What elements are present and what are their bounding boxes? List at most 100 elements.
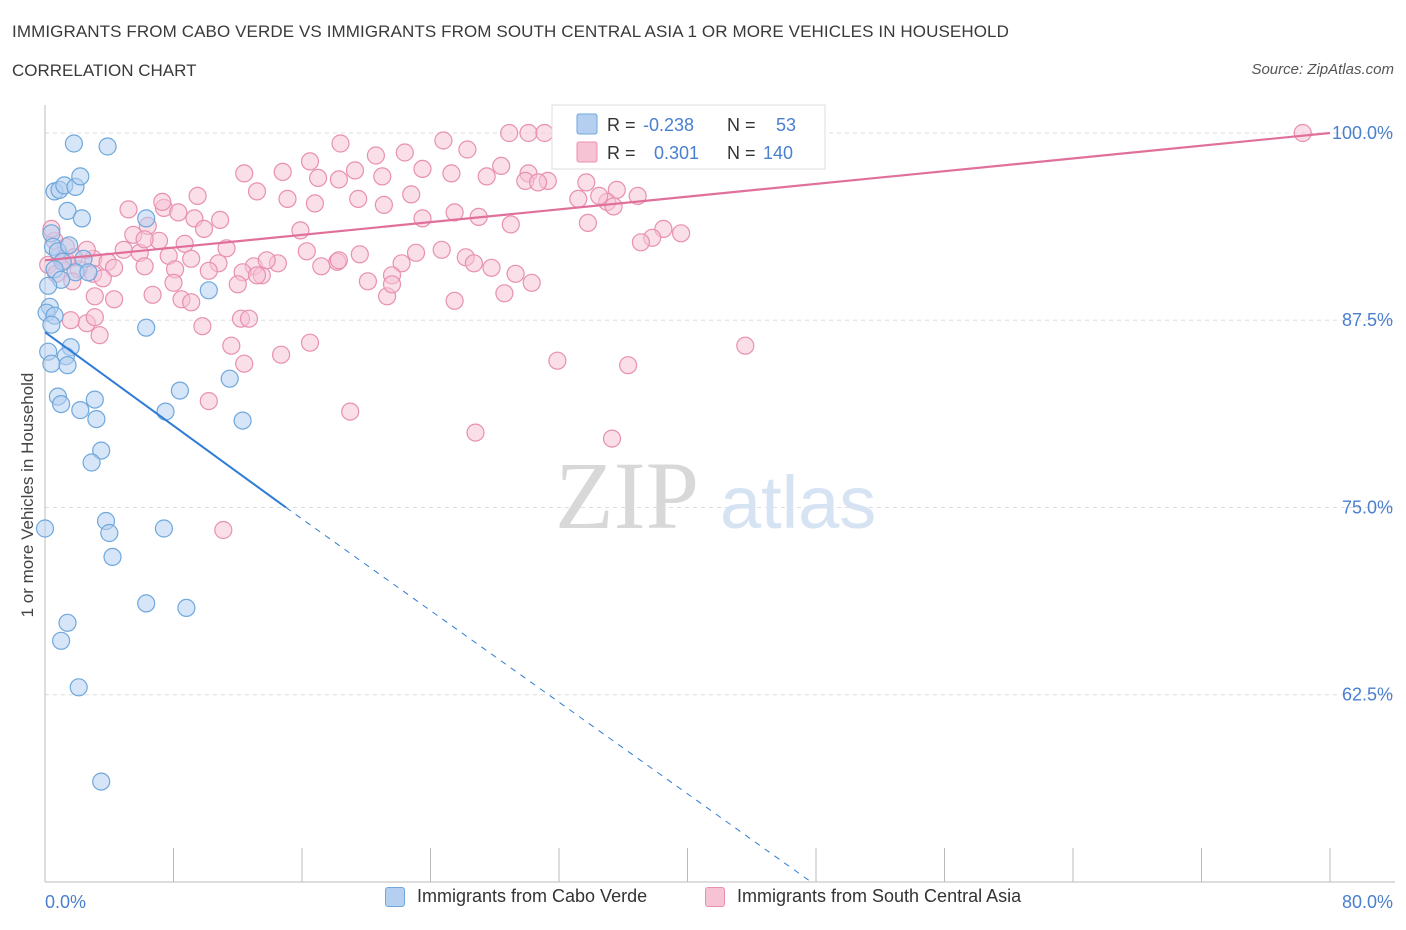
data-point-south-central-asia (331, 134, 350, 153)
y-tick-label: 100.0% (1332, 123, 1393, 143)
data-point-cabo-verde (85, 390, 104, 409)
data-point-cabo-verde (51, 631, 71, 650)
series-cabo-verde-points (35, 134, 252, 791)
trend-lines (44, 131, 1331, 883)
data-point-south-central-asia (477, 167, 496, 186)
data-point-cabo-verde (92, 441, 111, 460)
data-point-south-central-asia (199, 261, 218, 280)
y-tick-label: 87.5% (1342, 310, 1393, 330)
data-point-cabo-verde (103, 547, 122, 567)
data-point-south-central-asia (188, 186, 207, 205)
data-point-cabo-verde (137, 594, 156, 613)
data-point-cabo-verde (82, 453, 101, 472)
data-point-south-central-asia (631, 233, 651, 252)
data-point-cabo-verde (98, 137, 117, 156)
legend-swatch-blue (385, 886, 405, 907)
legend-item-cabo-verde[interactable]: Immigrants from Cabo Verde (385, 886, 647, 907)
data-point-south-central-asia (548, 351, 567, 370)
chart-title: IMMIGRANTS FROM CABO VERDE VS IMMIGRANTS… (12, 22, 1009, 41)
trend-line-south-central-asia (44, 131, 1331, 262)
data-point-cabo-verde (51, 395, 71, 414)
data-point-south-central-asia (522, 273, 541, 292)
chart-subtitle: CORRELATION CHART (12, 61, 197, 80)
data-point-cabo-verde (42, 315, 61, 334)
data-point-cabo-verde (58, 613, 77, 632)
data-point-south-central-asia (278, 189, 297, 208)
data-point-cabo-verde (59, 236, 79, 255)
data-point-south-central-asia (345, 161, 365, 180)
data-point-south-central-asia (297, 242, 316, 261)
data-point-cabo-verde (58, 201, 77, 220)
data-point-cabo-verde (87, 410, 106, 429)
source-label: Source: ZipAtlas.com (1251, 61, 1394, 78)
data-point-south-central-asia (309, 168, 328, 187)
data-point-south-central-asia (535, 123, 554, 143)
stats-r-label-2: R = (607, 143, 636, 163)
data-point-south-central-asia (214, 520, 233, 540)
stats-legend-box: R = -0.238 N = 53 R = 0.301 N = 140 (551, 104, 826, 170)
watermark-atlas: atlas (720, 461, 876, 544)
x-tick-label-max: 80.0% (1342, 892, 1393, 912)
data-point-south-central-asia (458, 140, 477, 159)
data-point-south-central-asia (305, 194, 324, 213)
stats-r-value-1: -0.238 (643, 115, 694, 135)
data-point-south-central-asia (528, 173, 548, 192)
data-point-south-central-asia (257, 251, 276, 270)
data-point-south-central-asia (211, 210, 230, 229)
data-point-cabo-verde (58, 356, 77, 375)
data-point-south-central-asia (235, 354, 254, 373)
y-tick-label: 62.5% (1342, 685, 1393, 705)
legend-item-south-central-asia[interactable]: Immigrants from South Central Asia (705, 886, 1021, 907)
data-point-south-central-asia (104, 258, 124, 277)
data-point-south-central-asia (135, 230, 154, 249)
stats-n-value-1: 53 (776, 115, 796, 135)
data-point-cabo-verde (69, 678, 88, 697)
data-point-cabo-verde (170, 381, 189, 400)
data-point-south-central-asia (300, 333, 320, 352)
data-point-cabo-verde (42, 354, 61, 373)
data-point-south-central-asia (392, 254, 411, 273)
data-point-south-central-asia (374, 195, 393, 214)
data-point-cabo-verde (154, 519, 173, 538)
data-point-south-central-asia (217, 239, 236, 258)
data-point-south-central-asia (182, 293, 201, 312)
data-point-south-central-asia (434, 131, 453, 150)
data-point-south-central-asia (501, 215, 520, 234)
data-point-south-central-asia (312, 257, 331, 276)
stats-r-label-1: R = (607, 115, 636, 135)
data-point-south-central-asia (114, 240, 133, 259)
data-point-south-central-asia (349, 189, 368, 208)
data-point-south-central-asia (577, 173, 596, 192)
data-point-cabo-verde (71, 401, 90, 420)
data-point-south-central-asia (135, 257, 154, 276)
data-point-cabo-verde (199, 281, 218, 300)
watermark-zip: ZIP (555, 442, 699, 549)
data-point-south-central-asia (169, 203, 188, 222)
data-point-south-central-asia (247, 182, 267, 201)
data-point-south-central-asia (506, 264, 525, 283)
stats-swatch-pink (576, 141, 598, 163)
data-point-south-central-asia (590, 186, 609, 205)
stats-swatch-blue (576, 113, 598, 135)
data-point-south-central-asia (604, 197, 623, 216)
data-point-south-central-asia (671, 224, 691, 243)
data-point-south-central-asia (358, 272, 377, 291)
data-point-south-central-asia (466, 423, 485, 442)
data-point-south-central-asia (247, 266, 267, 285)
data-point-south-central-asia (445, 203, 464, 222)
y-axis-label: 1 or more Vehicles in Household (18, 372, 37, 618)
data-point-cabo-verde (137, 209, 156, 228)
data-point-south-central-asia (90, 326, 109, 345)
data-point-south-central-asia (519, 123, 538, 143)
data-point-cabo-verde (92, 772, 111, 791)
data-point-south-central-asia (300, 152, 320, 171)
data-point-south-central-asia (413, 159, 432, 178)
data-point-cabo-verde (233, 411, 252, 430)
data-point-south-central-asia (482, 258, 501, 277)
data-point-cabo-verde (177, 598, 196, 618)
data-point-south-central-asia (153, 192, 172, 211)
data-point-south-central-asia (432, 240, 451, 259)
data-point-south-central-asia (329, 251, 348, 270)
data-point-south-central-asia (442, 164, 461, 183)
